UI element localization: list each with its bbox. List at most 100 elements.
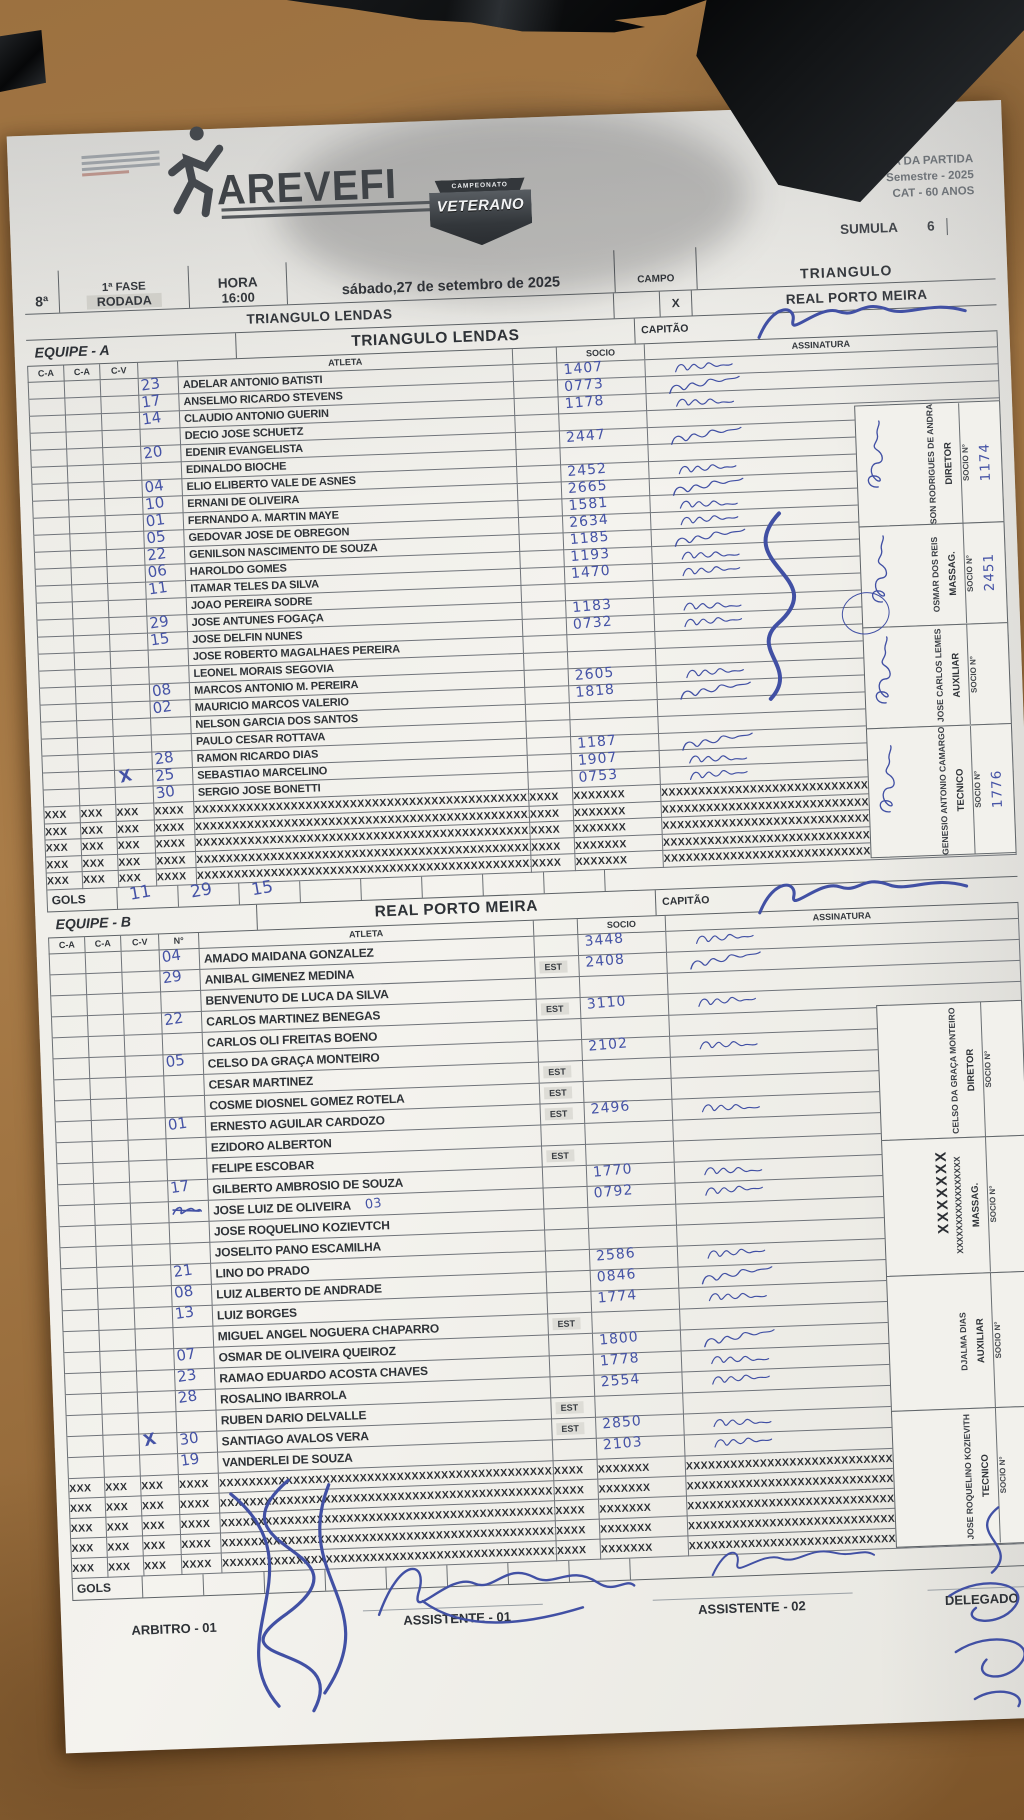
player-name: LUIZ BORGES — [216, 1305, 298, 1323]
signature-cell — [652, 551, 1007, 582]
roster-row: 08 LUIZ ALBERTO DE ANDRADE 0846 — [60, 1254, 1024, 1312]
shirt-number: 08 — [172, 1281, 195, 1302]
shirt-number: 13 — [173, 1302, 196, 1323]
roster-row: 23 RAMAO EDUARDO ACOSTA CHAVES 1778 — [64, 1338, 1024, 1396]
socio-number: 1774 — [596, 1287, 638, 1307]
ca1-cell — [49, 953, 87, 976]
signature-scribble — [680, 681, 751, 700]
est-cell — [515, 431, 561, 450]
shirt-number: 22 — [162, 1008, 185, 1030]
signature-scribble — [701, 1104, 760, 1113]
cv-cell — [101, 412, 141, 432]
ca2-cell — [74, 651, 112, 671]
shirt-number: 15 — [149, 628, 171, 650]
official-signature-area — [863, 626, 936, 728]
roster-row: 22 CARLOS MARTINEZ BENEGAS EST 3110 — [50, 981, 1023, 1039]
cv-cell — [123, 992, 162, 1015]
cv-cell — [127, 1118, 167, 1141]
socio-number: 2102 — [587, 1035, 629, 1055]
ca2-cell — [72, 584, 109, 603]
cv-cell — [106, 548, 146, 568]
roster-row: 05 GEDOVAR JOSE DE OBREGON 2634 — [33, 500, 1005, 553]
socio-cell: 0753 — [572, 766, 661, 789]
shirt-number: 01 — [166, 1113, 189, 1135]
ca2-cell — [77, 736, 115, 756]
roster-row: 29 ANIBAL GIMENEZ MEDINA EST 2408 — [49, 939, 1021, 997]
rodada-number-cell: 8ª — [34, 293, 49, 310]
shirt-number: 23 — [176, 1365, 198, 1386]
shirt-number-cell: 17 — [168, 1177, 209, 1203]
est-cell — [527, 754, 573, 773]
est-cell: EST — [535, 956, 580, 979]
ca2-cell — [93, 1161, 131, 1184]
est-cell — [523, 652, 569, 671]
roster-row: JOSE LUIZ DE OLIVEIRA 03 0792 — [57, 1170, 1024, 1228]
ca2-cell — [69, 516, 107, 535]
ca2-cell — [104, 1455, 141, 1478]
player-name: ADELAR ANTONIO BATISTI — [182, 374, 323, 392]
cv-cell — [111, 684, 151, 703]
shirt-number: 04 — [160, 945, 183, 967]
ca1-cell — [59, 1225, 97, 1249]
shirt-number: 02 — [151, 696, 173, 718]
cv-cell — [136, 1349, 175, 1372]
ca1-cell — [43, 772, 80, 791]
cv-cell — [103, 446, 142, 466]
cv-cell — [123, 1013, 163, 1036]
signature-cell — [667, 939, 1021, 974]
est-cell — [525, 703, 571, 722]
est-cell — [544, 1207, 590, 1231]
player-name: ERNANI DE OLIVEIRA — [187, 493, 300, 511]
est-cell — [523, 635, 568, 654]
cv-cell — [135, 1328, 175, 1351]
est-cell — [528, 771, 573, 790]
signature-scribble — [679, 500, 738, 509]
ca2-cell — [101, 1392, 139, 1415]
cv-cell — [129, 1160, 169, 1183]
signature-scribble — [701, 1266, 773, 1285]
est-cell — [541, 1123, 587, 1147]
ca1-cell — [51, 1016, 89, 1039]
ca1-cell — [64, 1351, 102, 1375]
signature-cell — [654, 585, 1008, 616]
ca1-cell — [39, 687, 77, 706]
roster-row: 29 JOSE ANTUNES FOGAÇA 1183 — [36, 585, 1008, 638]
cv-cell — [124, 1034, 164, 1057]
ca1-cell — [29, 398, 66, 417]
player-name: HAROLDO GOMES — [189, 562, 287, 579]
roster-row: 15 JOSE DELFIN NUNES 0732 — [37, 602, 1009, 655]
ca1-cell — [29, 415, 67, 434]
est-cell — [526, 720, 572, 739]
socio-number: 2586 — [595, 1245, 637, 1265]
est-cell — [527, 737, 572, 756]
cv-cell — [121, 950, 161, 973]
socio-number: 2554 — [600, 1371, 641, 1391]
signature-scribble — [690, 770, 748, 781]
ca2-cell — [71, 567, 109, 586]
ca1-cell — [42, 755, 80, 774]
roster-row: 04 AMADO MAIDANA GONZALEZ 3448 — [48, 918, 1020, 976]
assistente2-label: ASSISTENTE - 02 — [697, 1598, 806, 1618]
cv-cell — [103, 463, 143, 483]
official-signature — [875, 636, 891, 704]
badge-title: VETERANO — [436, 195, 525, 216]
est-cell — [513, 363, 558, 383]
gols-label: GOLS — [47, 887, 119, 912]
clipboard-clip-corner — [0, 30, 46, 92]
roster-row: 10 ERNANI DE OLIVEIRA 2665 — [32, 466, 1004, 519]
est-cell — [521, 584, 567, 603]
signature-cell — [657, 670, 1011, 700]
ca2-cell — [70, 533, 107, 552]
signature-scribble — [681, 551, 740, 560]
socio-number: 0846 — [596, 1266, 638, 1286]
gols-value: 11 — [127, 881, 153, 905]
official-signature-area — [867, 726, 941, 857]
signature-scribble — [675, 362, 733, 373]
signature-scribble — [704, 1166, 763, 1176]
signature-cell — [679, 1275, 1024, 1310]
player-name: EDINALDO BIOCHE — [185, 460, 287, 477]
player-name: SERGIO JOSE BONETTI — [197, 782, 321, 799]
official-box: XXXXXXX XXXXXXXXXXXXXXXXX MASSAG. SOCIO … — [881, 1135, 1024, 1277]
shirt-number: 21 — [172, 1260, 194, 1281]
signature-cell — [656, 653, 1010, 683]
